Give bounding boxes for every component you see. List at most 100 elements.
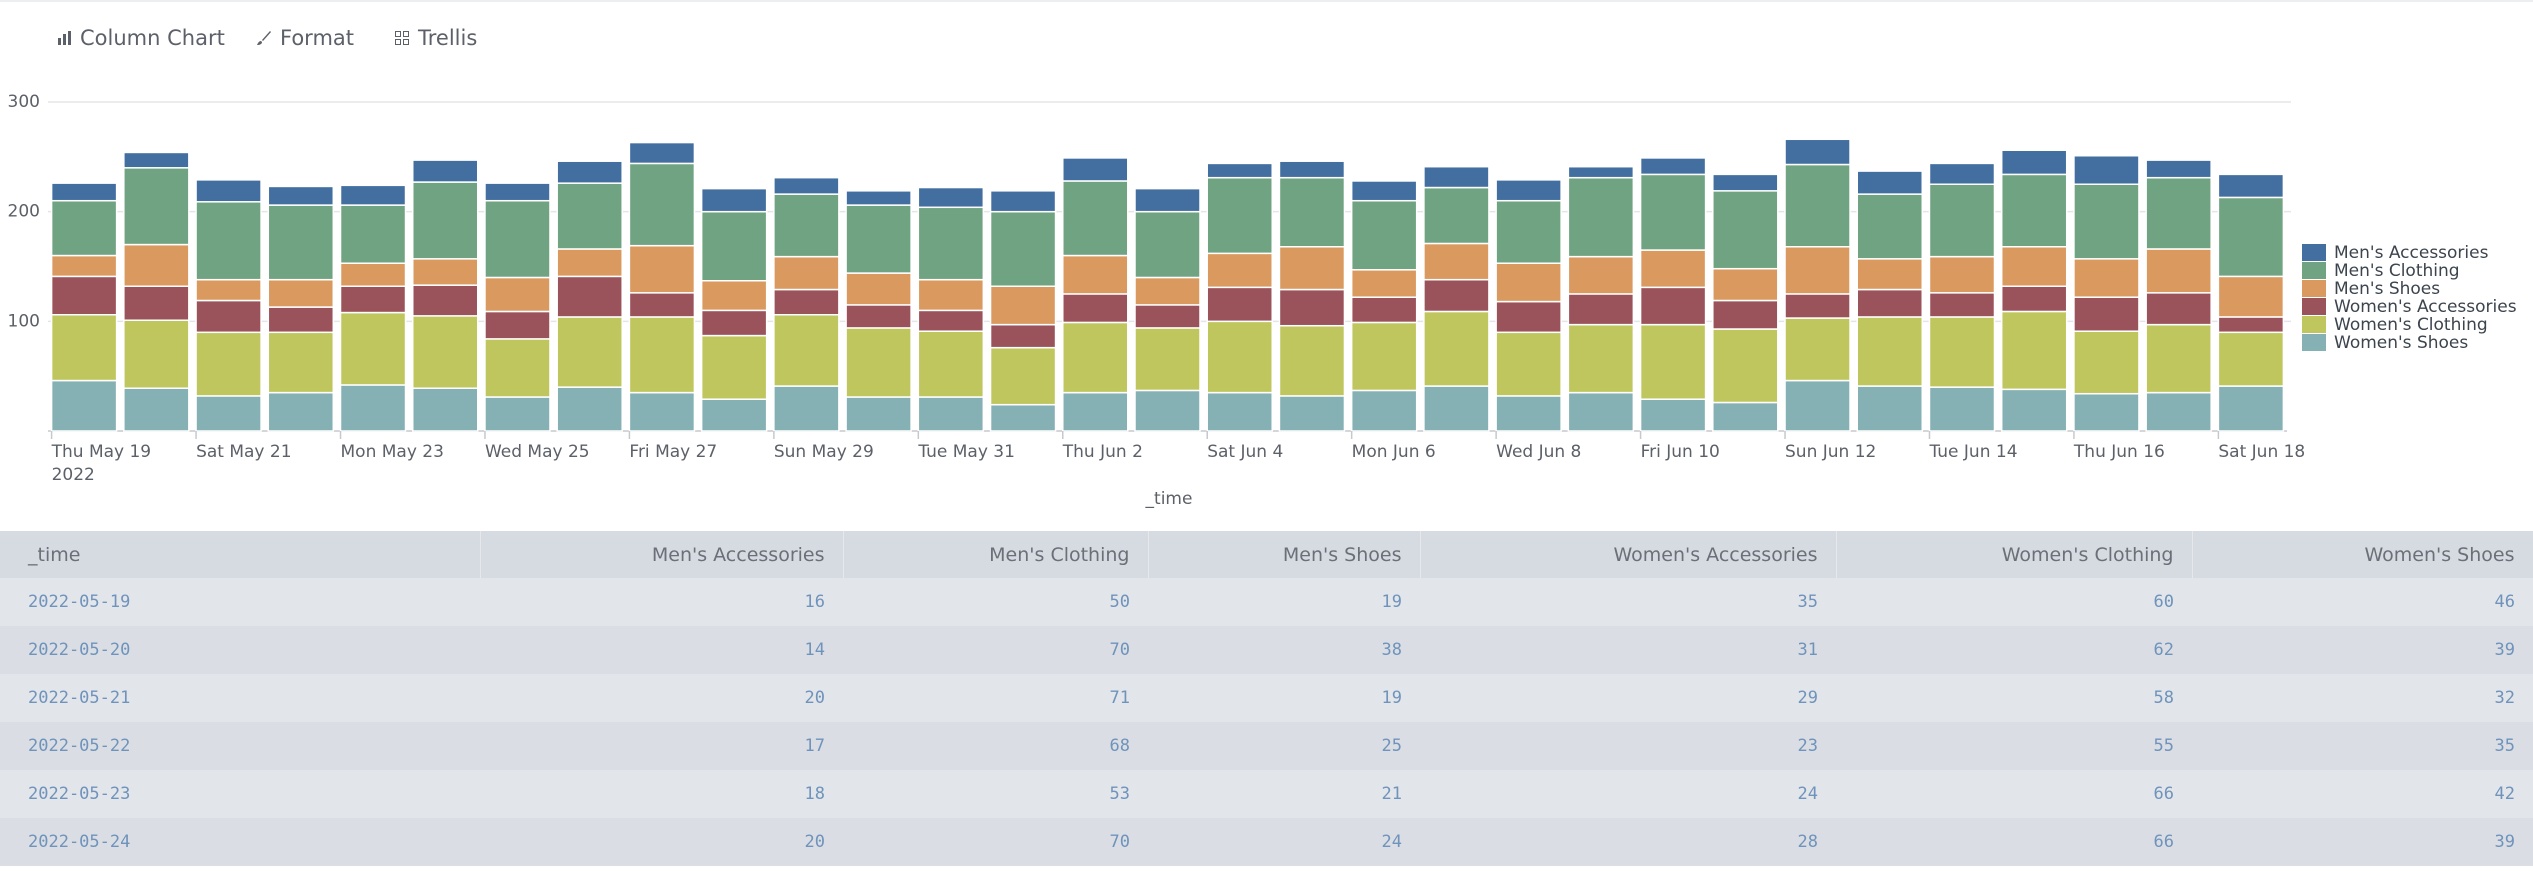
bar-segment [1423, 278, 1490, 313]
table-row: 2022-05-19 16 50 19 35 60 46 [0, 578, 2533, 626]
table-body: 2022-05-19 16 50 19 35 60 46 2022-05-20 14 70 38 31… [0, 578, 2533, 866]
bar-segment [123, 167, 190, 246]
bar-segment [123, 387, 190, 432]
bar-segment [700, 309, 768, 337]
bar-segment [989, 403, 1057, 432]
bar-segment [1062, 321, 1129, 394]
value-cell: 19 [1148, 578, 1420, 626]
header-row: _time Men's Accessories Men's Clothing Men'… [0, 531, 2533, 578]
time-cell: 2022-05-21 [0, 674, 480, 722]
column-chart-button[interactable]: Column Chart [56, 26, 225, 50]
value-cell: 70 [843, 626, 1148, 674]
value-cell: 16 [480, 578, 843, 626]
bar-segment [628, 141, 696, 165]
legend-label: Women's Accessories [2334, 297, 2517, 317]
value-cell: 39 [2192, 818, 2533, 866]
bar-segment [1928, 255, 1996, 294]
bar-segment [1278, 246, 1346, 291]
bar-segment [2000, 149, 2068, 176]
legend-swatch [2302, 334, 2326, 351]
bar-segment [411, 159, 479, 183]
bar-segment [411, 258, 479, 286]
value-cell: 66 [1836, 818, 2192, 866]
time-cell: 2022-05-19 [0, 578, 480, 626]
bar-segment [628, 162, 696, 247]
bar-segment [1350, 321, 1418, 392]
bar-segment [1784, 317, 1851, 382]
bar-segment [556, 248, 623, 278]
bar-segment [411, 315, 479, 389]
bar-segment [773, 288, 840, 316]
bar-segment [123, 285, 190, 321]
bar-segment [628, 244, 696, 294]
x-tick-label: Sat May 21 [196, 442, 291, 462]
x-tick-label: Tue May 31 [917, 442, 1015, 462]
trellis-button[interactable]: Trellis [394, 26, 477, 50]
format-button[interactable]: Format [256, 26, 354, 50]
column-header: Men's Clothing [843, 531, 1149, 578]
bar-segment [700, 210, 768, 282]
bar-segment [2073, 154, 2140, 185]
bar-segment [2000, 388, 2068, 432]
bar-segment [1350, 296, 1418, 324]
bar-segment [1062, 391, 1129, 432]
bar-segment [411, 387, 479, 432]
value-cell: 32 [2192, 674, 2533, 722]
bar-segment [50, 275, 118, 316]
bar-segment [1856, 385, 1924, 432]
bar-segment [845, 190, 912, 206]
bar-segment [1784, 163, 1851, 248]
x-tick-label: Thu May 19 [51, 442, 152, 462]
legend-label: Women's Shoes [2334, 333, 2468, 353]
bar-segment [1206, 162, 1273, 179]
bar-segment [2073, 392, 2140, 432]
value-cell: 31 [1420, 626, 1836, 674]
table: _time Men's Accessories Men's Clothing Men'… [0, 531, 2533, 866]
bar-segment [1350, 180, 1418, 202]
column-header: Men's Shoes [1148, 531, 1421, 578]
bar-segment [411, 181, 479, 260]
value-cell: 58 [1836, 674, 2192, 722]
bar-segment [845, 272, 912, 306]
table-row: 2022-05-23 18 53 21 24 66 42 [0, 770, 2533, 818]
bar-segment [1928, 183, 1996, 258]
table-row: 2022-05-24 20 70 24 28 66 39 [0, 818, 2533, 866]
value-cell: 70 [843, 818, 1148, 866]
bar-segment [1784, 138, 1851, 166]
legend-label: Men's Clothing [2334, 261, 2460, 281]
time-cell: 2022-05-22 [0, 722, 480, 770]
bar-segment [50, 379, 118, 432]
trellis-label: Trellis [418, 26, 478, 50]
value-cell: 24 [1420, 770, 1836, 818]
bar-segment [1350, 199, 1418, 271]
bar-segment [195, 395, 262, 432]
bar-segment [1784, 246, 1851, 295]
bar-segment [1639, 398, 1707, 432]
bar-segment [1856, 316, 1924, 387]
bar-segment [484, 310, 551, 340]
bar-segment [1350, 269, 1418, 298]
value-cell: 46 [2192, 578, 2533, 626]
x-tick-label: Mon May 23 [341, 442, 444, 462]
bar-segment [845, 396, 912, 432]
value-cell: 25 [1148, 722, 1420, 770]
bar-segment [195, 179, 262, 203]
table-row: 2022-05-21 20 71 19 29 58 32 [0, 674, 2533, 722]
value-cell: 19 [1148, 674, 1420, 722]
bar-segment [1278, 176, 1346, 248]
bar-segment [989, 210, 1057, 287]
bar-segment [1206, 286, 1273, 323]
bar-segment [2073, 330, 2140, 395]
bar-segment [1567, 176, 1635, 258]
x-tick-label: Sat Jun 4 [1207, 442, 1283, 462]
value-cell: 18 [480, 770, 843, 818]
results-table: _time Men's Accessories Men's Clothing Men'… [0, 531, 2533, 871]
bar-segment [1423, 242, 1490, 281]
bar-segment [917, 186, 985, 209]
bar-segment [1495, 300, 1562, 334]
time-cell: 2022-05-24 [0, 818, 480, 866]
bar-segment [2073, 183, 2140, 260]
y-tick-label: 200 [8, 202, 40, 222]
table-row: 2022-05-22 17 68 25 23 55 35 [0, 722, 2533, 770]
